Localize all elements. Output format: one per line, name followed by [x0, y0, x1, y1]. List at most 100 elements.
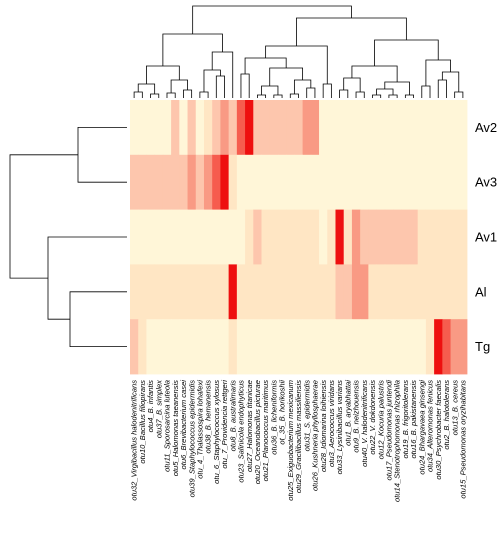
heatmap-cell-av2-25 [327, 100, 336, 156]
heatmap-cell-av3-28 [351, 154, 361, 210]
heatmap-cell-av2-22 [302, 100, 312, 156]
heatmap-cell-av1-13 [228, 209, 238, 265]
heatmap-cell-tg-6 [171, 319, 180, 375]
heatmap-cell-tg-14 [236, 319, 246, 375]
column-label-2: otu10_Bacillus filiopirans [138, 380, 147, 464]
column-dendrogram-branch [454, 91, 464, 98]
heatmap-cell-al-40 [450, 264, 460, 320]
heatmap-cell-av2-8 [187, 100, 197, 156]
heatmap-cell-av1-15 [245, 209, 254, 265]
heatmap-cell-av1-20 [286, 209, 295, 265]
column-label-34: otu19_B. frigoritolerans [401, 380, 410, 459]
heatmap-cell-av2-41 [458, 100, 468, 156]
heatmap-cell-tg-24 [319, 319, 328, 375]
column-label-36: otu24_Bhargavaea ginsengi [417, 380, 426, 475]
column-dendrogram-branch [162, 33, 223, 66]
heatmap-cell-av2-35 [409, 100, 419, 156]
heatmap-cell-al-37 [425, 264, 435, 320]
heatmap-cell-al-26 [335, 264, 345, 320]
column-label-26: otu33_Lysinibacillus varians [335, 380, 344, 475]
heatmap-cell-av2-34 [401, 100, 410, 156]
column-label-7: otu6_Brevibacterium casei [179, 380, 188, 470]
column-dendrogram-branch [192, 5, 352, 34]
column-label-13: otu8_B. australimaris [228, 380, 237, 452]
column-label-8: otu39_Staphylococcus epidermidis [187, 380, 196, 498]
heatmap-cell-av3-26 [335, 154, 345, 210]
row-label-tg: Tg [475, 339, 490, 354]
column-dendrogram-branch [437, 79, 447, 98]
heatmap-cell-av3-37 [425, 154, 435, 210]
heatmap-cell-av2-17 [261, 100, 271, 156]
column-dendrogram-branch [372, 94, 382, 98]
column-dendrogram [133, 5, 464, 98]
heatmap-cell-al-30 [368, 264, 377, 320]
heatmap-cell-av1-23 [310, 209, 320, 265]
heatmap-cell-av2-40 [450, 100, 460, 156]
heatmap-cell-av1-19 [277, 209, 287, 265]
heatmap-cell-tg-4 [154, 319, 164, 375]
column-dendrogram-branch [133, 91, 143, 98]
heatmap-cell-av3-5 [162, 154, 172, 210]
heatmap-cell-av3-2 [138, 154, 147, 210]
heatmap-cell-al-28 [351, 264, 361, 320]
heatmap-cell-av3-20 [286, 154, 295, 210]
heatmap-cell-av2-38 [434, 100, 443, 156]
heatmap-cell-av2-1 [130, 100, 139, 156]
heatmap-cell-av1-26 [335, 209, 345, 265]
heatmap-cell-al-1 [130, 264, 139, 320]
heatmap-cell-al-4 [154, 264, 164, 320]
heatmap-cell-tg-5 [162, 319, 172, 375]
heatmap-cell-av2-13 [228, 100, 238, 156]
column-label-23: otu26_Kushneria phyllosphaerae [311, 380, 320, 491]
heatmap-cell-al-8 [187, 264, 197, 320]
column-dendrogram-branch [376, 88, 394, 95]
heatmap-cell-tg-33 [393, 319, 402, 375]
heatmap-cell-av2-23 [310, 100, 320, 156]
row-dendrogram [9, 127, 127, 347]
heatmap-cell-av2-24 [319, 100, 328, 156]
column-label-4: otu37_B. simplex [154, 379, 163, 438]
column-dendrogram-branch [183, 89, 193, 98]
heatmap-cell-av2-20 [286, 100, 295, 156]
heatmap-cell-av3-12 [220, 154, 230, 210]
heatmap-cell-tg-29 [360, 319, 369, 375]
heatmap-cell-av3-23 [310, 154, 320, 210]
column-dendrogram-branch [137, 83, 156, 94]
heatmap-cell-av1-38 [434, 209, 443, 265]
heatmap-cell-av1-37 [425, 209, 435, 265]
heatmap-cell-al-25 [327, 264, 336, 320]
heatmap-cell-av1-39 [442, 209, 451, 265]
heatmap-cell-av2-2 [138, 100, 147, 156]
heatmap-cell-tg-15 [245, 319, 254, 375]
heatmap-cell-av3-8 [187, 154, 197, 210]
heatmap-cell-av3-18 [269, 154, 279, 210]
heatmap-cell-al-29 [360, 264, 369, 320]
column-dendrogram-branch [199, 91, 209, 98]
row-dendrogram-branch [9, 154, 78, 279]
heatmap-cell-av3-27 [343, 154, 353, 210]
heatmap-cell-av2-19 [277, 100, 287, 156]
heatmap-cell-al-39 [442, 264, 451, 320]
heatmap-cell-av2-15 [245, 100, 254, 156]
heatmap-cell-av1-4 [154, 209, 164, 265]
heatmap-cell-av1-5 [162, 209, 172, 265]
heatmap-cell-av2-3 [146, 100, 156, 156]
heatmap-cell-av3-36 [417, 154, 427, 210]
heatmap-cell-av1-18 [269, 209, 279, 265]
heatmap-cell-av3-24 [319, 154, 328, 210]
column-label-40: otu13_B. cereus [450, 380, 459, 436]
row-label-al: Al [475, 284, 487, 299]
heatmap-cell-av3-11 [212, 154, 221, 210]
row-dendrogram-branch [47, 236, 127, 320]
heatmap-cell-av3-41 [458, 154, 468, 210]
heatmap-cell-al-18 [269, 264, 279, 320]
heatmap-cell-av2-6 [171, 100, 180, 156]
heatmap-cell-al-41 [458, 264, 468, 320]
heatmap-cell-av1-11 [212, 209, 221, 265]
column-dendrogram-branch [170, 79, 188, 93]
column-dendrogram-branch [150, 93, 160, 98]
heatmap-cell-av3-32 [384, 154, 394, 210]
column-label-22: otu31_S. epidermidis [302, 380, 311, 452]
column-dendrogram-branch [421, 85, 431, 98]
heatmap-cell-av2-39 [442, 100, 451, 156]
